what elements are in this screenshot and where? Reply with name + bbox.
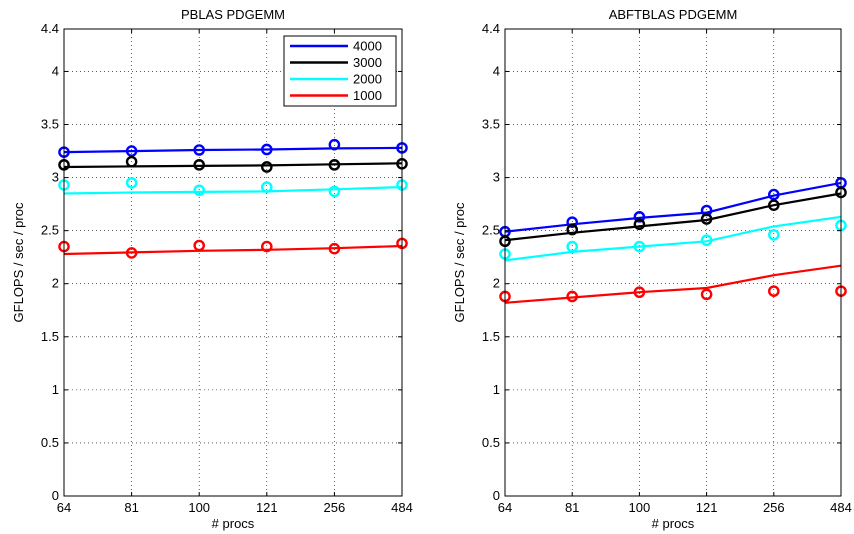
data-point-2000 [328,185,341,198]
legend-label: 1000 [353,88,382,103]
data-point-3000 [633,218,646,231]
x-tick-label: 121 [696,500,718,515]
data-point-1000 [768,285,780,297]
data-point-4000 [566,216,579,228]
y-tick-label: 0 [493,488,500,503]
data-point-3000 [328,159,341,171]
legend-label: 2000 [353,72,382,87]
x-tick-label: 100 [629,500,651,515]
y-tick-label: 1.5 [41,329,59,344]
y-tick-label: 0.5 [41,435,59,450]
y-tick-label: 1.5 [482,329,500,344]
data-point-1000 [700,288,713,301]
data-point-3000 [768,199,780,211]
x-tick-label: 121 [256,500,278,515]
y-tick-label: 2.5 [482,223,500,238]
y-axis-label: GFLOPS / sec / proc [11,202,26,322]
chart-panel-1: 64 81 100 121 256 484 0 0.5 1 1.5 2 2.5 3 3.5 4 4.4 PBLA… [11,7,413,531]
data-point-1000 [125,247,138,259]
x-axis-label: # procs [652,516,695,531]
plot-area [64,29,402,496]
data-point-3000 [700,213,713,225]
x-tick-label: 484 [830,500,852,515]
series-line-3000 [63,162,403,169]
series-line-3000 [504,192,842,242]
y-tick-label: 1 [493,382,500,397]
y-tick-label: 2 [52,276,59,291]
x-tick-label: 64 [57,500,71,515]
x-tick-label: 81 [124,500,138,515]
data-point-4000 [193,144,205,156]
data-point-3000 [260,161,273,173]
x-tick-label: 256 [324,500,346,515]
data-point-1000 [328,242,341,255]
x-axis-label: # procs [212,516,255,531]
series-line-4000 [63,146,403,154]
y-tick-label: 3.5 [41,117,59,132]
plot-area [505,29,841,496]
data-point-1000 [193,239,205,252]
legend-label: 3000 [353,55,382,70]
data-point-1000 [633,286,646,299]
series-line-1000 [63,244,403,256]
data-point-4000 [260,143,273,156]
x-tick-label: 484 [391,500,413,515]
data-point-1000 [260,240,273,253]
series-line-4000 [504,181,842,233]
y-tick-label: 3 [493,170,500,185]
y-tick-label: 2 [493,276,500,291]
y-axis-label: GFLOPS / sec / proc [452,202,467,322]
axes-box [504,28,842,497]
legend-label: 4000 [353,39,382,54]
data-point-2000 [125,177,138,189]
y-tick-label: 2.5 [41,223,59,238]
series-line-1000 [504,264,842,304]
data-point-4000 [328,138,341,151]
data-point-2000 [768,229,780,241]
y-tick-label: 4.4 [482,21,500,36]
x-tick-label: 100 [188,500,210,515]
data-point-2000 [193,184,205,197]
chart-title: PBLAS PDGEMM [181,7,285,22]
data-point-3000 [566,223,579,236]
data-point-1000 [566,290,579,303]
x-tick-label: 81 [565,500,579,515]
data-point-3000 [125,155,138,168]
chart-title: ABFTBLAS PDGEMM [609,7,738,22]
y-tick-label: 1 [52,382,59,397]
data-point-2000 [566,240,579,253]
x-tick-label: 256 [763,500,785,515]
series-line-2000 [504,215,842,262]
y-tick-label: 4 [493,63,500,78]
y-tick-label: 0 [52,488,59,503]
data-point-4000 [768,188,780,201]
y-tick-label: 3.5 [482,117,500,132]
data-point-4000 [125,145,138,157]
chart-panel-2: 64 81 100 121 256 484 0 0.5 1 1.5 2 2.5 3 3.5 4 4.4 ABFT… [452,7,852,531]
data-point-2000 [633,240,646,253]
series-line-2000 [63,186,403,195]
data-point-4000 [633,211,646,223]
x-tick-label: 64 [498,500,512,515]
data-point-3000 [193,159,205,171]
axes-box [63,28,403,497]
y-tick-label: 3 [52,170,59,185]
y-tick-label: 0.5 [482,435,500,450]
data-point-2000 [260,181,273,193]
y-tick-label: 4 [52,63,59,78]
data-point-2000 [700,234,713,247]
y-tick-label: 4.4 [41,21,59,36]
